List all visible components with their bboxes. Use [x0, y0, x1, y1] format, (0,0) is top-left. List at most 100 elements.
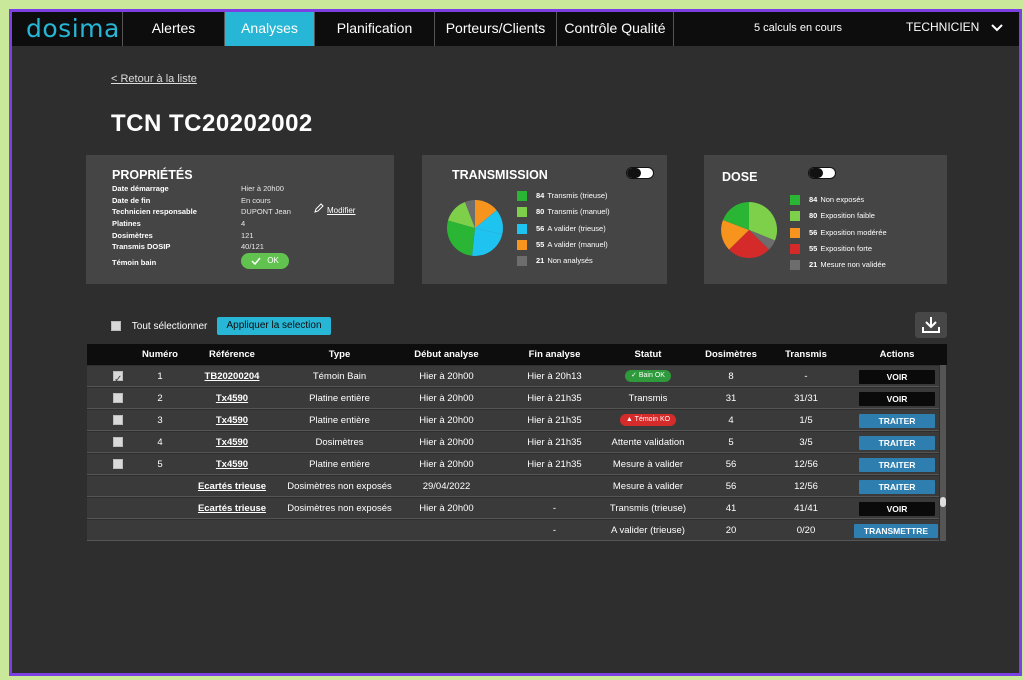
row-dosimetres: 41 [725, 503, 737, 514]
row-reference-link[interactable]: Ecartés trieuse [197, 503, 267, 514]
row-type: Platine entière [309, 415, 370, 426]
row-fin [512, 476, 597, 497]
pie-slice [448, 202, 475, 228]
row-reference-link[interactable] [192, 520, 272, 541]
row-statut: Attente validation [611, 437, 685, 448]
legend-item: 21 Non analysés [517, 255, 593, 267]
row-transmis: - [804, 371, 808, 382]
pie-slice [729, 230, 769, 259]
legend-swatch [517, 191, 527, 202]
tab-porteurs-clients[interactable]: Porteurs/Clients [434, 12, 556, 46]
prop-label: Technicien responsable [112, 207, 197, 216]
legend-item: 55 A valider (manuel) [517, 239, 608, 251]
status-badge-text: Bain OK [638, 372, 665, 380]
modify-label: Modifier [327, 206, 356, 215]
apply-selection-button[interactable]: Appliquer la selection [217, 317, 331, 335]
legend-swatch [790, 244, 800, 255]
table-row[interactable]: - A valider (trieuse) 20 0/20 TRANSMETTRE [87, 520, 939, 541]
tab-planification[interactable]: Planification [314, 12, 434, 46]
table-row[interactable]: 1 TB20200204 Témoin Bain Hier à 20h00 Hier à… [87, 366, 939, 390]
row-number: 1 [157, 371, 163, 382]
scrollbar-thumb[interactable] [940, 497, 946, 507]
download-button[interactable] [915, 312, 947, 338]
check-icon [251, 257, 261, 266]
row-debut: Hier à 20h00 [419, 437, 474, 448]
select-all-checkbox[interactable] [111, 321, 121, 332]
chart-list-toggle[interactable] [626, 167, 654, 179]
row-action-button[interactable]: TRAITER [859, 458, 935, 472]
table-row[interactable]: Ecartés trieuse Dosimètres non exposés 29/… [87, 476, 939, 497]
pencil-icon [314, 203, 324, 213]
row-select[interactable] [111, 366, 125, 390]
row-dosimetres: 20 [725, 525, 737, 536]
row-checkbox[interactable] [113, 459, 123, 470]
row-dosimetres: 56 [725, 459, 737, 470]
row-reference-link[interactable]: Ecartés trieuse [197, 481, 267, 492]
select-all[interactable]: Tout sélectionner [111, 321, 207, 332]
table-scrollbar[interactable] [940, 365, 946, 541]
row-transmis: 12/56 [794, 459, 818, 470]
table-row[interactable]: Ecartés trieuse Dosimètres non exposés Hie… [87, 498, 939, 519]
legend-label: A valider (manuel) [547, 240, 608, 249]
row-action-button[interactable]: TRAITER [859, 414, 935, 428]
tab-alertes[interactable]: Alertes [122, 12, 224, 46]
legend-count: 80 [536, 207, 545, 216]
user-menu[interactable]: TECHNICIEN [906, 20, 1003, 34]
row-reference-link[interactable]: Tx4590 [215, 393, 249, 404]
row-debut: Hier à 20h00 [419, 503, 474, 514]
temoin-bain-status-badge: OK [241, 253, 289, 269]
tab-analyses[interactable]: Analyses [224, 12, 314, 46]
legend-label: Exposition faible [820, 211, 875, 220]
row-statut: ✓ Bain OK [602, 366, 694, 387]
row-select[interactable] [111, 388, 125, 409]
row-action-button[interactable]: VOIR [859, 370, 935, 384]
properties-title: PROPRIÉTÉS [112, 168, 193, 182]
chart-list-toggle[interactable] [808, 167, 836, 179]
row-debut [404, 520, 489, 541]
transmission-title: TRANSMISSION [452, 168, 548, 182]
prop-value: 4 [241, 219, 246, 228]
row-type [282, 520, 397, 541]
table-row[interactable]: 5 Tx4590 Platine entière Hier à 20h00 Hier à… [87, 454, 939, 475]
row-transmis: 1/5 [799, 415, 813, 426]
row-select[interactable] [111, 432, 125, 453]
row-select[interactable] [111, 454, 125, 475]
prop-label: Témoin bain [112, 258, 157, 267]
prop-label: Date de fin [112, 196, 151, 205]
legend-swatch [517, 207, 527, 218]
row-fin: - [552, 525, 557, 536]
legend-item: 56 Exposition modérée [790, 227, 887, 239]
table-row[interactable]: 2 Tx4590 Platine entière Hier à 20h00 Hier à… [87, 388, 939, 409]
back-to-list-link[interactable]: < Retour à la liste [111, 73, 197, 85]
row-select[interactable] [111, 410, 125, 431]
row-reference-link[interactable]: Tx4590 [215, 415, 249, 426]
row-action-button[interactable]: TRAITER [859, 436, 935, 450]
row-reference-link[interactable]: Tx4590 [215, 437, 249, 448]
app-logo[interactable]: dosima [26, 14, 120, 43]
column-header: Type [328, 349, 351, 360]
row-action-button[interactable]: VOIR [859, 392, 935, 406]
row-action-button[interactable]: TRANSMETTRE [854, 524, 938, 538]
row-action-button[interactable]: TRAITER [859, 480, 935, 494]
row-checkbox[interactable] [113, 369, 123, 390]
pie-slice [749, 201, 778, 241]
table-row[interactable]: 4 Tx4590 Dosimètres Hier à 20h00 Hier à 21h3… [87, 432, 939, 453]
table-row[interactable]: 3 Tx4590 Platine entière Hier à 20h00 Hier à… [87, 410, 939, 431]
row-number: 3 [157, 415, 163, 426]
row-number [135, 520, 185, 541]
chart-view-icon [809, 168, 823, 178]
row-reference-link[interactable]: Tx4590 [215, 459, 249, 470]
row-checkbox[interactable] [113, 393, 123, 404]
row-reference-link[interactable]: TB20200204 [204, 371, 260, 382]
chart-view-icon [627, 168, 641, 178]
row-transmis: 3/5 [799, 437, 813, 448]
column-header: Début analyse [414, 349, 479, 360]
pie-slice [472, 228, 503, 256]
tab-controle-qualite[interactable]: Contrôle Qualité [556, 12, 674, 46]
modify-link[interactable]: Modifier [314, 203, 355, 215]
row-checkbox[interactable] [113, 415, 123, 426]
row-action-button[interactable]: VOIR [859, 502, 935, 516]
row-checkbox[interactable] [113, 437, 123, 448]
row-fin: Hier à 21h35 [527, 459, 582, 470]
row-statut: Transmis (trieuse) [609, 503, 687, 514]
